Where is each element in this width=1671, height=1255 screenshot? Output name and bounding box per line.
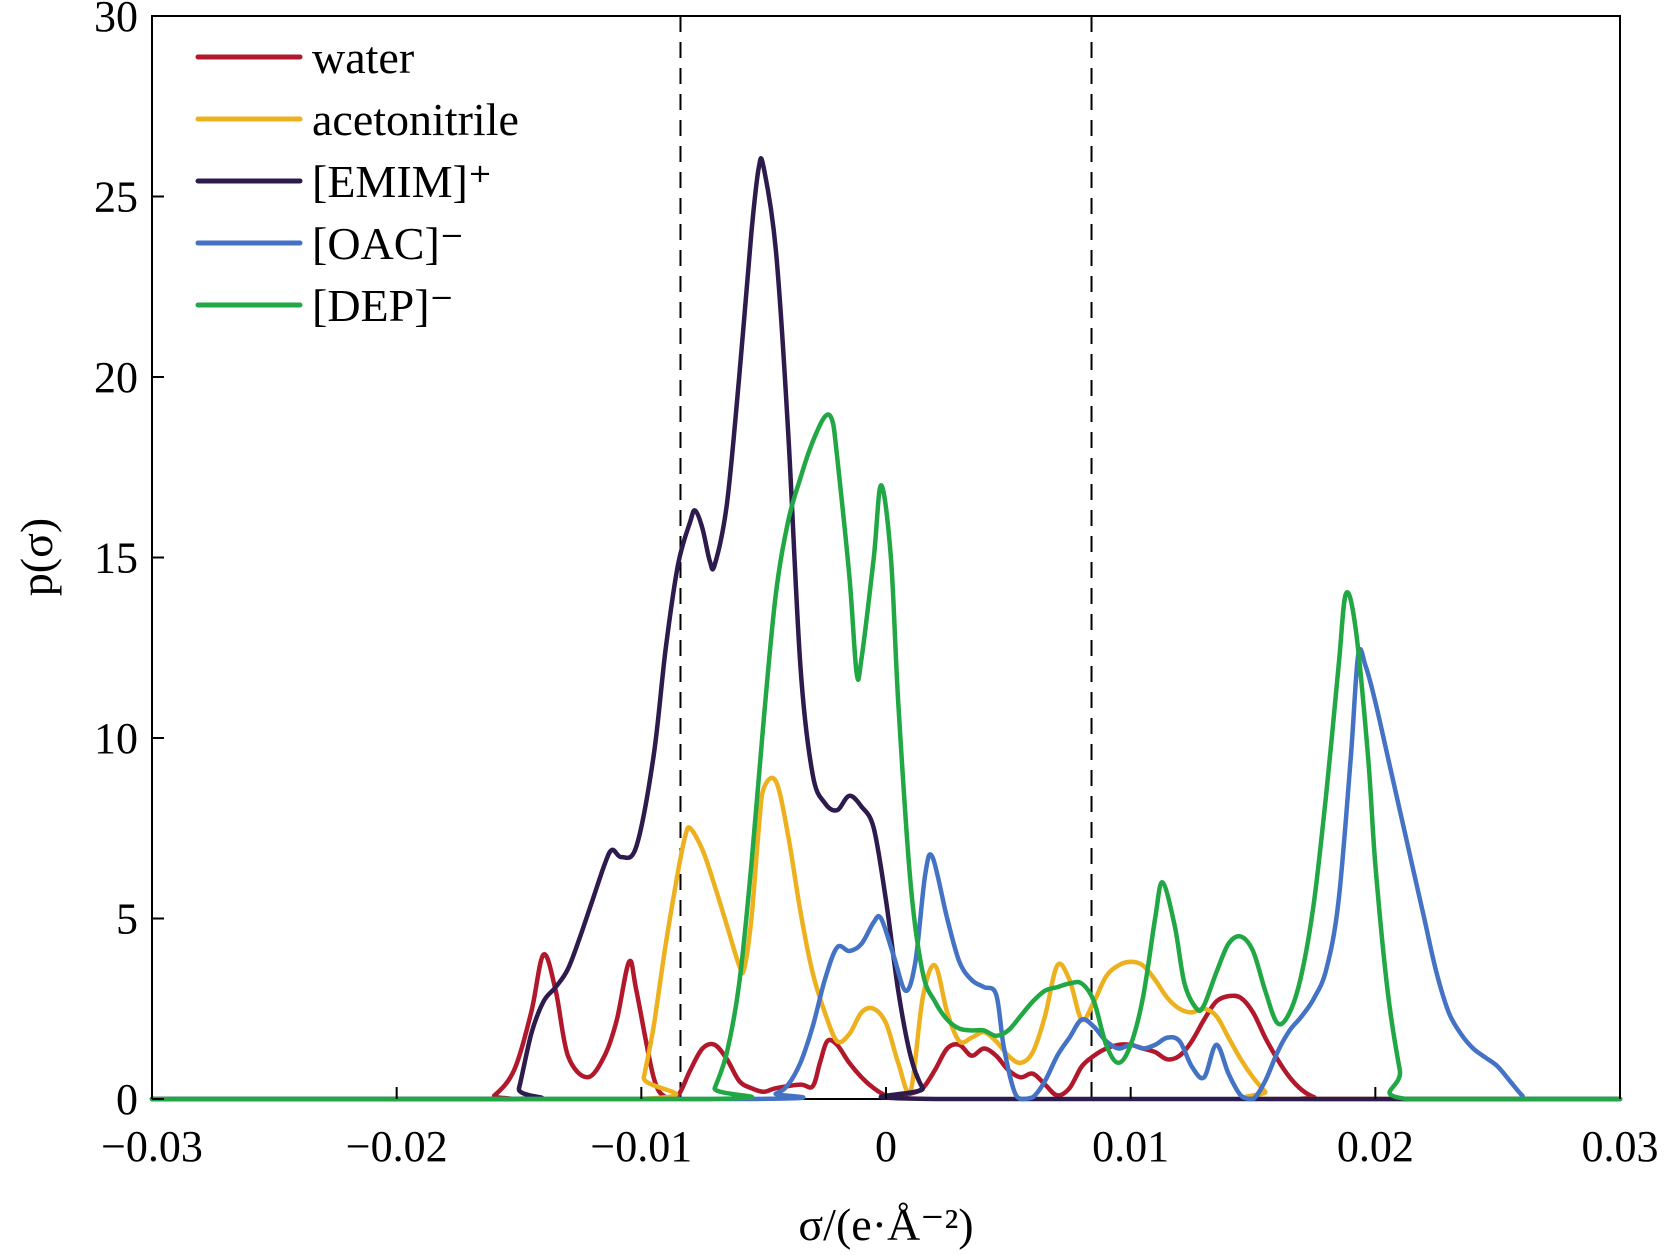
legend-label: [OAC]⁻ [312,218,464,269]
legend-label: acetonitrile [312,94,519,145]
x-tick-label: 0.03 [1582,1122,1659,1171]
axis-ticks [151,15,1621,1100]
x-axis-title: σ/(e·Å⁻²) [798,1199,973,1250]
x-tick-label: 0.02 [1337,1122,1414,1171]
series-line-4 [149,646,1623,1102]
series-line-5 [149,412,1623,1102]
y-tick-label: 10 [94,714,138,763]
y-tick-label: 25 [94,173,138,222]
legend-label: water [312,32,414,83]
y-axis-title: p(σ) [11,518,62,596]
series-line-3 [149,156,1623,1102]
y-tick-label: 15 [94,534,138,583]
x-tick-label: −0.02 [346,1122,448,1171]
legend-label: [EMIM]⁺ [312,156,492,207]
y-tick-label: 30 [94,0,138,41]
x-tick-label: −0.03 [101,1122,203,1171]
y-tick-label: 0 [116,1075,138,1124]
x-tick-label: 0 [875,1122,897,1171]
series-layer [149,156,1623,1102]
y-tick-label: 5 [116,895,138,944]
legend: water acetonitrile [EMIM]⁺ [OAC]⁻ [DEP]⁻ [195,32,519,331]
x-tick-label: −0.01 [590,1122,692,1171]
x-tick-label: 0.01 [1092,1122,1169,1171]
tick-labels: −0.03 −0.02 −0.01 0 0.01 0.02 0.03 0 5 10 15 20 25 30 [94,0,1659,1171]
y-tick-label: 20 [94,353,138,402]
legend-label: [DEP]⁻ [312,280,454,331]
